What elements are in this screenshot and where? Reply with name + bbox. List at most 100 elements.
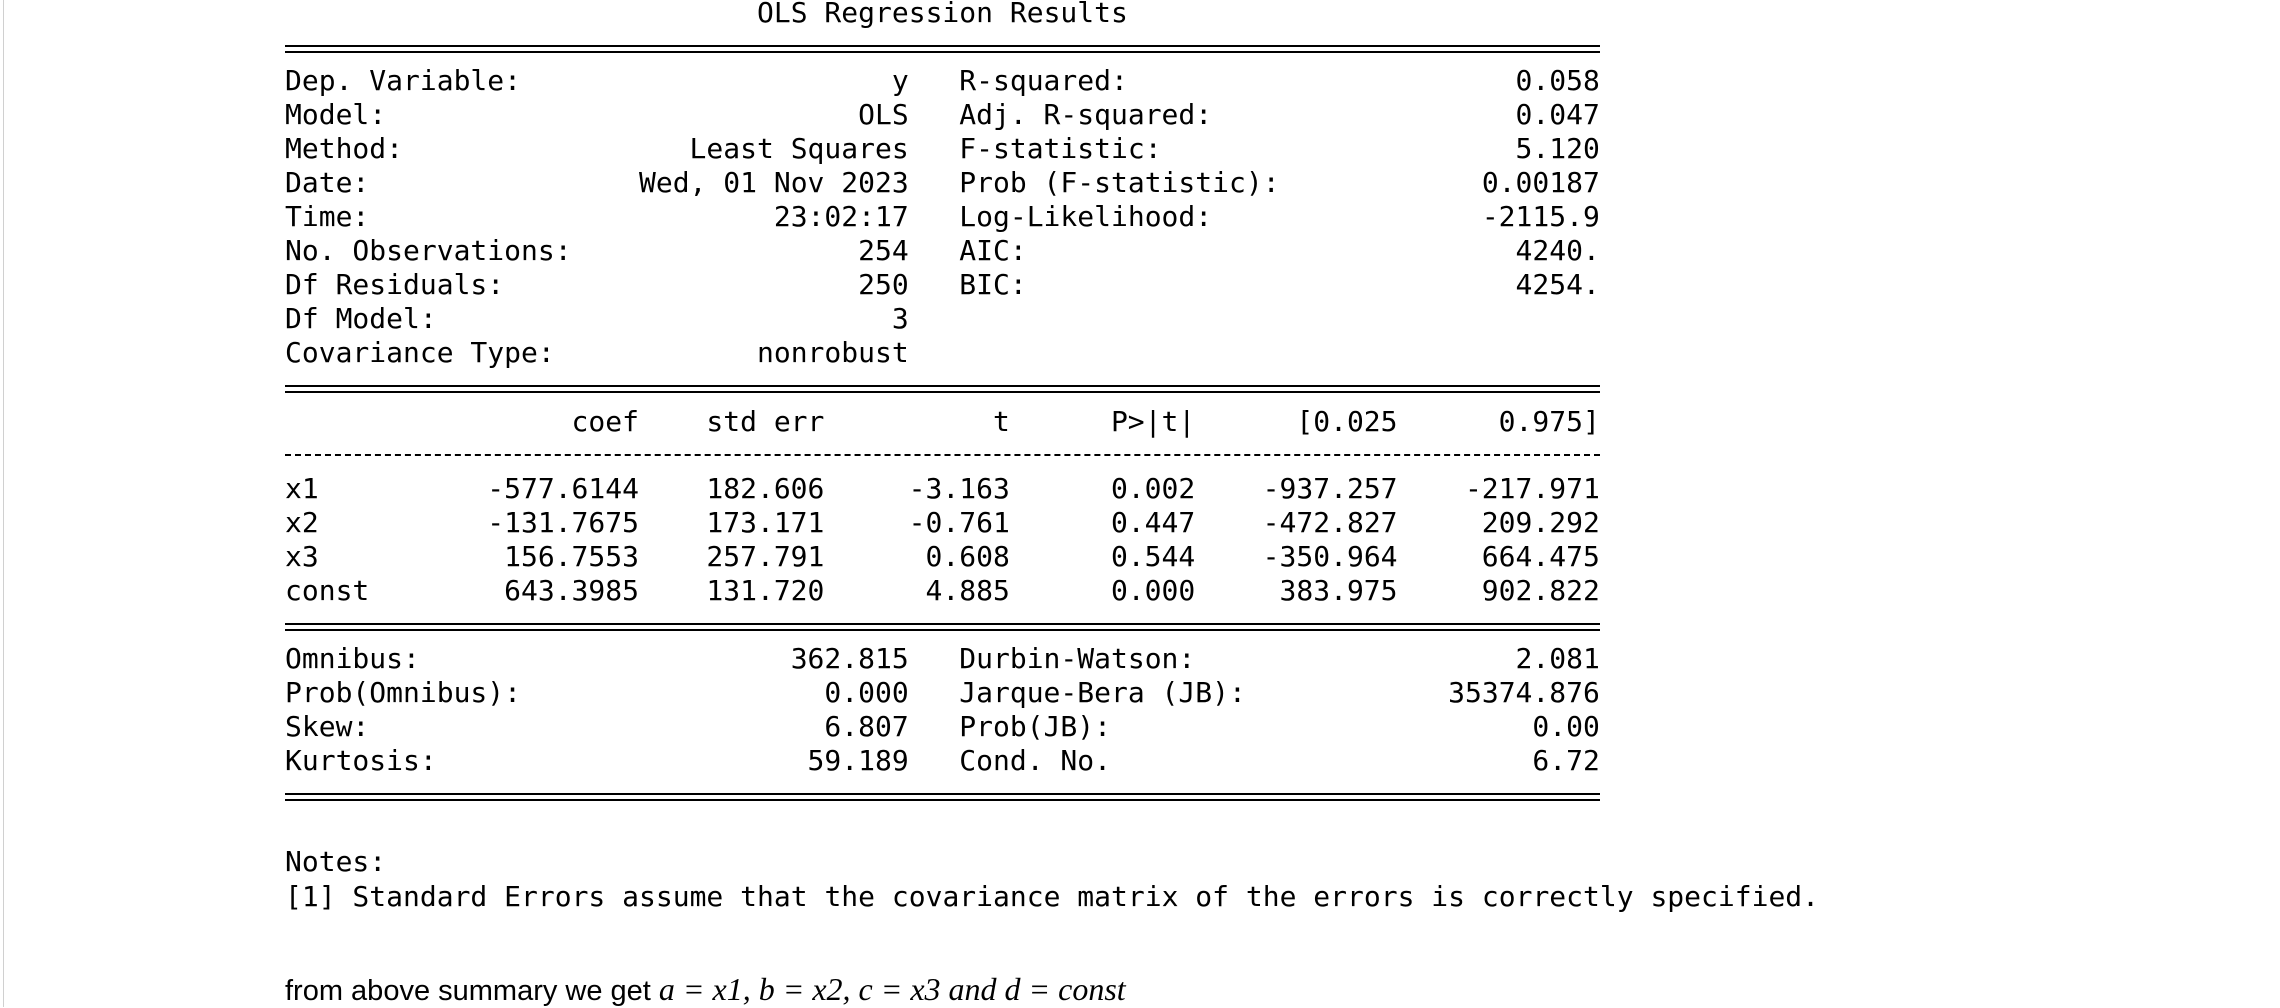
stat-row: Date: Wed, 01 Nov 2023 Prob (F-statistic):… xyxy=(285,166,1600,200)
coef-value: -131.7675 xyxy=(487,506,639,539)
label: No. Observations: xyxy=(285,234,572,267)
value: 0.058 xyxy=(1515,64,1600,97)
value: 254 xyxy=(858,234,909,267)
variable: const xyxy=(285,574,370,607)
coef-value: 0.447 xyxy=(1110,506,1196,539)
coef-value: 0.608 xyxy=(925,540,1010,573)
coef-value: -577.6144 xyxy=(487,472,639,505)
separator xyxy=(285,385,1600,393)
variable: x1 xyxy=(285,472,319,505)
label: Method: xyxy=(285,132,404,165)
label: AIC: xyxy=(959,234,1027,267)
coef-value: 643.3985 xyxy=(504,574,639,607)
coef-value: 131.720 xyxy=(706,574,825,607)
label: BIC: xyxy=(959,268,1027,301)
value: 362.815 xyxy=(790,642,909,675)
cell-edge xyxy=(3,0,4,1007)
title: OLS Regression Results xyxy=(757,0,1128,29)
value: 4240. xyxy=(1515,234,1600,267)
variable: x2 xyxy=(285,506,319,539)
value: 23:02:17 xyxy=(773,200,909,233)
coef-value: 383.975 xyxy=(1279,574,1398,607)
label: Prob(JB): xyxy=(959,710,1111,743)
value: Least Squares xyxy=(689,132,909,165)
value: 3 xyxy=(891,302,909,335)
coef-row: x1 -577.6144 182.606 -3.163 0.002 -937.257 -21… xyxy=(285,472,1600,506)
coef-value: -3.163 xyxy=(908,472,1010,505)
stat-row: Df Model: 3 xyxy=(285,302,1600,336)
separator xyxy=(285,623,1600,631)
output: OLS Regression Results Dep. Variable: y R-… xyxy=(285,0,1885,1007)
notes-heading: Notes: xyxy=(285,845,387,878)
column-header: t xyxy=(992,405,1010,438)
coef-value: 0.000 xyxy=(1110,574,1196,607)
label: Covariance Type: xyxy=(285,336,555,369)
value: y xyxy=(891,64,909,97)
coef-value: -350.964 xyxy=(1262,540,1398,573)
coef-value: -0.761 xyxy=(908,506,1010,539)
label: Log-Likelihood: xyxy=(959,200,1213,233)
stat-row: Method: Least Squares F-statistic: 5.120 xyxy=(285,132,1600,166)
value: -2115.9 xyxy=(1481,200,1600,233)
value: 250 xyxy=(858,268,909,301)
column-header: P>|t| xyxy=(1110,405,1196,438)
coef-value: 173.171 xyxy=(706,506,825,539)
value: 2.081 xyxy=(1515,642,1600,675)
value: 0.00 xyxy=(1532,710,1600,743)
diagnostics: Omnibus: 362.815 Durbin-Watson: 2.081 Prob(O… xyxy=(285,642,1600,778)
coef-row: x3 156.7553 257.791 0.608 0.544 -350.964 664.4… xyxy=(285,540,1600,574)
label: Cond. No. xyxy=(959,744,1111,777)
label: Durbin-Watson: xyxy=(959,642,1196,675)
value: 6.72 xyxy=(1532,744,1600,777)
summary-math: a = x1, b = x2, c = x3 and d = const xyxy=(658,971,1126,1007)
coef-value: 902.822 xyxy=(1481,574,1600,607)
separator xyxy=(285,45,1600,53)
value: nonrobust xyxy=(756,336,909,369)
value: 5.120 xyxy=(1515,132,1600,165)
coef-value: 156.7553 xyxy=(504,540,639,573)
label: Kurtosis: xyxy=(285,744,437,777)
label: Jarque-Bera (JB): xyxy=(959,676,1246,709)
coef-row: x2 -131.7675 173.171 -0.761 0.447 -472.827 209… xyxy=(285,506,1600,540)
coef-value: -937.257 xyxy=(1262,472,1398,505)
coef-header: coef std err t P>|t| [0.025 0.975] xyxy=(285,405,1600,439)
column-header: std err xyxy=(706,405,825,438)
stat-row: Kurtosis: 59.189 Cond. No. 6.72 xyxy=(285,744,1600,778)
label: Date: xyxy=(285,166,370,199)
stat-row: Prob(Omnibus): 0.000 Jarque-Bera (JB): 3537… xyxy=(285,676,1600,710)
value: 0.000 xyxy=(824,676,909,709)
coef-value: -217.971 xyxy=(1464,472,1600,505)
model-info: Dep. Variable: y R-squared: 0.058 Model: OLS A… xyxy=(285,64,1600,370)
coef-value: 209.292 xyxy=(1481,506,1600,539)
value: 59.189 xyxy=(807,744,909,777)
label: Model: xyxy=(285,98,387,131)
coef-row: const 643.3985 131.720 4.885 0.000 383.975 902… xyxy=(285,574,1600,608)
label: Omnibus: xyxy=(285,642,420,675)
label: Prob(Omnibus): xyxy=(285,676,522,709)
coef-value: 664.475 xyxy=(1481,540,1600,573)
coef-table: x1 -577.6144 182.606 -3.163 0.002 -937.257 -21… xyxy=(285,472,1600,608)
column-header: [0.025 xyxy=(1296,405,1398,438)
coef-value: 182.606 xyxy=(706,472,825,505)
stat-row: Skew: 6.807 Prob(JB): 0.00 xyxy=(285,710,1600,744)
value: OLS xyxy=(858,98,909,131)
separator xyxy=(285,454,1600,456)
stat-row: Omnibus: 362.815 Durbin-Watson: 2.081 xyxy=(285,642,1600,676)
value: Wed, 01 Nov 2023 xyxy=(638,166,909,199)
value: 4254. xyxy=(1515,268,1600,301)
coef-value: 0.002 xyxy=(1110,472,1196,505)
stat-row: Dep. Variable: y R-squared: 0.058 xyxy=(285,64,1600,98)
coef-value: 0.544 xyxy=(1110,540,1196,573)
label: F-statistic: xyxy=(959,132,1162,165)
column-header: coef xyxy=(571,405,639,438)
stat-row: No. Observations: 254 AIC: 4240. xyxy=(285,234,1600,268)
label: Time: xyxy=(285,200,370,233)
stat-row: Model: OLS Adj. R-squared: 0.047 xyxy=(285,98,1600,132)
coef-value: -472.827 xyxy=(1262,506,1398,539)
separator xyxy=(285,793,1600,801)
label: Adj. R-squared: xyxy=(959,98,1213,131)
label: Df Residuals: xyxy=(285,268,505,301)
label: Df Model: xyxy=(285,302,437,335)
note: [1] Standard Errors assume that the cova… xyxy=(285,880,1820,913)
